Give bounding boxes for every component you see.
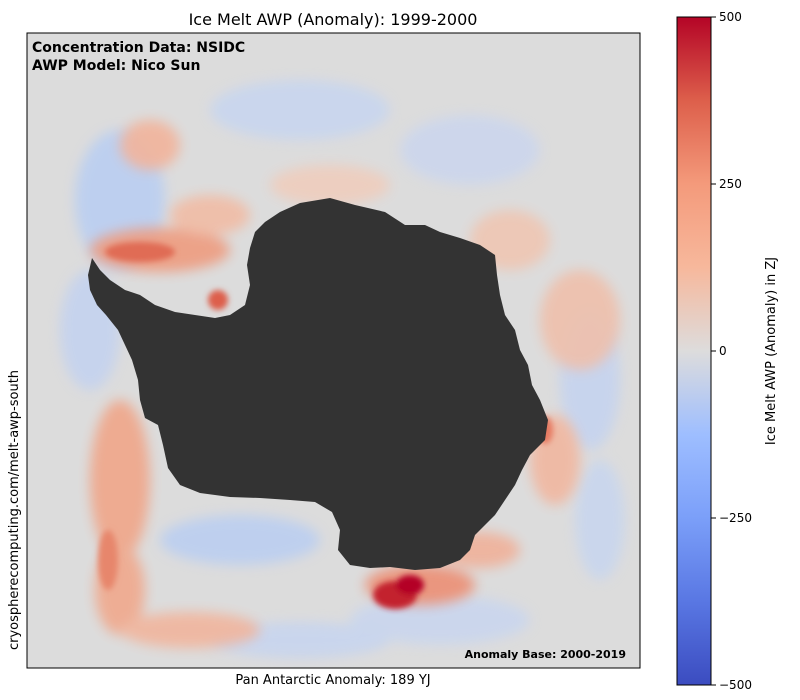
colorbar-gradient [676, 16, 712, 686]
colorbar-tick-label: 500 [719, 10, 742, 24]
annotation-model: AWP Model: Nico Sun [32, 58, 200, 74]
colorbar-ticks: 500 250 0 −250 −500 [711, 10, 752, 692]
colorbar-tick-label: −250 [719, 511, 752, 525]
antarctica-landmass [88, 198, 548, 570]
colorbar-tick-label: 0 [719, 344, 727, 358]
chart-title: Ice Melt AWP (Anomaly): 1999-2000 [189, 10, 478, 29]
anomaly-blob [170, 195, 250, 235]
anomaly-field [60, 80, 625, 658]
colorbar-tick-label: 250 [719, 177, 742, 191]
anomaly-blob [120, 612, 260, 648]
anomaly-blob [575, 460, 625, 580]
anomaly-blob [396, 575, 424, 595]
annotation-anomaly-base: Anomaly Base: 2000-2019 [465, 648, 626, 661]
map-frame [26, 32, 641, 669]
anomaly-blob [90, 400, 150, 560]
anomaly-blob [105, 242, 175, 262]
anomaly-blob [270, 165, 390, 205]
anomaly-blob [400, 115, 540, 185]
y-axis-label: cryospherecomputing.com/melt-awp-south [7, 370, 22, 650]
map-panel: Concentration Data: NSIDC AWP Model: Nic… [26, 32, 641, 669]
anomaly-blob [120, 120, 180, 170]
anomaly-blob [210, 80, 390, 140]
colorbar-tick-label: −500 [719, 678, 752, 692]
anomaly-blob [540, 270, 620, 370]
x-axis-label: Pan Antarctic Anomaly: 189 YJ [235, 673, 430, 688]
anomaly-blob [208, 290, 228, 310]
anomaly-blob [160, 515, 320, 565]
colorbar: 500 250 0 −250 −500 Ice Melt AWP (Anomaly) i… [676, 10, 779, 692]
anomaly-blob [98, 530, 118, 590]
annotation-concentration: Concentration Data: NSIDC [32, 40, 245, 56]
colorbar-label: Ice Melt AWP (Anomaly) in ZJ [764, 257, 779, 445]
